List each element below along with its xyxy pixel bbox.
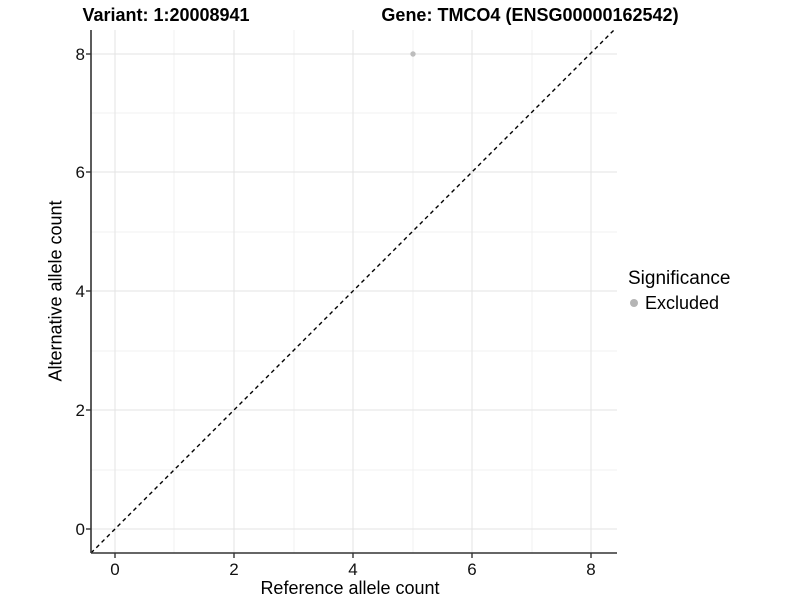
plot-title-gene: Gene: TMCO4 (ENSG00000162542) <box>381 5 679 25</box>
x-tick-2: 2 <box>229 560 238 579</box>
y-axis-title: Alternative allele count <box>45 200 66 382</box>
legend: Significance Excluded <box>628 268 730 313</box>
y-tick-6: 6 <box>76 163 85 182</box>
x-tick-8: 8 <box>586 560 595 579</box>
y-tick-4: 4 <box>76 282 85 301</box>
y-tick-2: 2 <box>76 401 85 420</box>
legend-item-excluded: Excluded <box>628 293 730 313</box>
x-tick-4: 4 <box>348 560 357 579</box>
grid-minor <box>91 30 617 553</box>
y-tick-8: 8 <box>76 45 85 64</box>
y-tick-labels: 0 2 4 6 8 <box>76 45 85 539</box>
axis-ticks <box>86 53 592 558</box>
excluded-dot-icon <box>630 299 638 307</box>
x-tick-6: 6 <box>467 560 476 579</box>
x-tick-0: 0 <box>110 560 119 579</box>
legend-title: Significance <box>628 268 731 289</box>
identity-line <box>90 29 615 554</box>
grid-major <box>91 30 617 553</box>
plot-title-variant: Variant: 1:20008941 <box>82 5 250 25</box>
data-point-excluded <box>410 51 416 57</box>
legend-item-label: Excluded <box>645 293 720 313</box>
y-tick-0: 0 <box>76 520 85 539</box>
x-axis-title: Reference allele count <box>260 578 440 598</box>
x-tick-labels: 0 2 4 6 8 <box>110 560 595 579</box>
